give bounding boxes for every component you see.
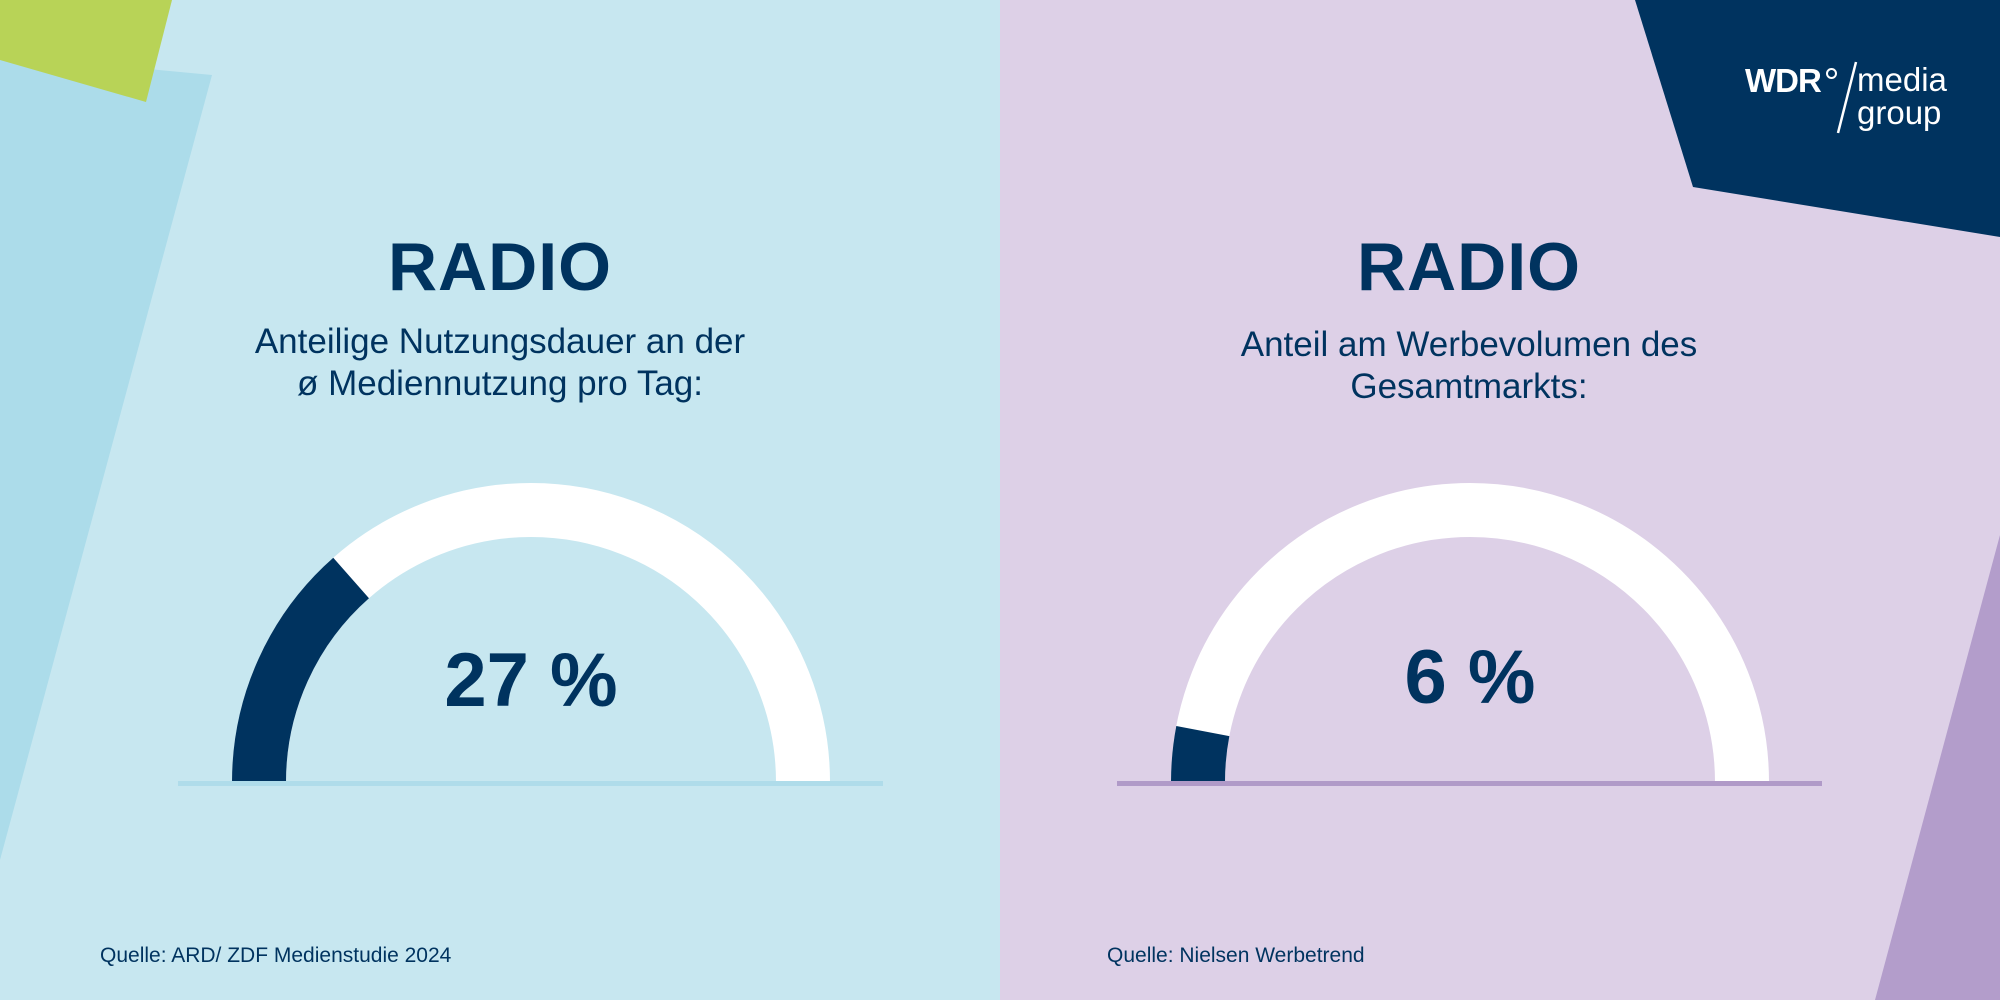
gauge-track bbox=[1171, 483, 1769, 783]
left-stripe-shape bbox=[0, 55, 212, 860]
gauge-value-label: 27 % bbox=[444, 638, 618, 723]
chart-title: RADIO bbox=[387, 229, 613, 305]
logo-line-1: media bbox=[1857, 61, 1947, 98]
right-decoration bbox=[1635, 0, 2000, 1000]
logo-backdrop-shape bbox=[1635, 0, 2000, 237]
gauge-baseline bbox=[178, 781, 883, 786]
left-panel: RADIO Anteilige Nutzungsdauer an der ø M… bbox=[0, 0, 1000, 1000]
source-note: Quelle: Nielsen Werbetrend bbox=[1107, 944, 1365, 967]
gauge-chart bbox=[1117, 483, 1822, 786]
left-decoration bbox=[0, 0, 212, 860]
logo-brand: WDR bbox=[1745, 62, 1822, 99]
lime-corner-shape bbox=[0, 0, 172, 102]
gauge-baseline bbox=[1117, 781, 1822, 786]
subtitle-line-1: Anteil am Werbevolumen des bbox=[1240, 325, 1698, 364]
gauge-value-arc bbox=[1171, 725, 1230, 783]
subtitle-line-1: Anteilige Nutzungsdauer an der bbox=[254, 322, 746, 361]
gauge-value-label: 6 % bbox=[1404, 635, 1536, 720]
subtitle-line-2: ø Mediennutzung pro Tag: bbox=[296, 364, 703, 403]
logo-registered-mark bbox=[1826, 68, 1837, 79]
gauge-value-arc bbox=[232, 557, 370, 783]
chart-subtitle: Anteil am Werbevolumen des Gesamtmarkts: bbox=[1000, 324, 1969, 408]
source-note: Quelle: ARD/ ZDF Medienstudie 2024 bbox=[100, 944, 452, 967]
right-stripe-shape bbox=[1875, 535, 2000, 1000]
gauge-chart bbox=[178, 483, 883, 786]
chart-title: RADIO bbox=[1356, 229, 1582, 305]
logo-line-2: group bbox=[1857, 94, 1942, 131]
logo-slash bbox=[1836, 61, 1858, 134]
right-panel: WDR media group RADIO Anteil am Werbevol… bbox=[1000, 0, 2000, 1000]
chart-subtitle: Anteilige Nutzungsdauer an der ø Medienn… bbox=[0, 321, 1000, 405]
subtitle-line-2: Gesamtmarkts: bbox=[1350, 367, 1588, 406]
